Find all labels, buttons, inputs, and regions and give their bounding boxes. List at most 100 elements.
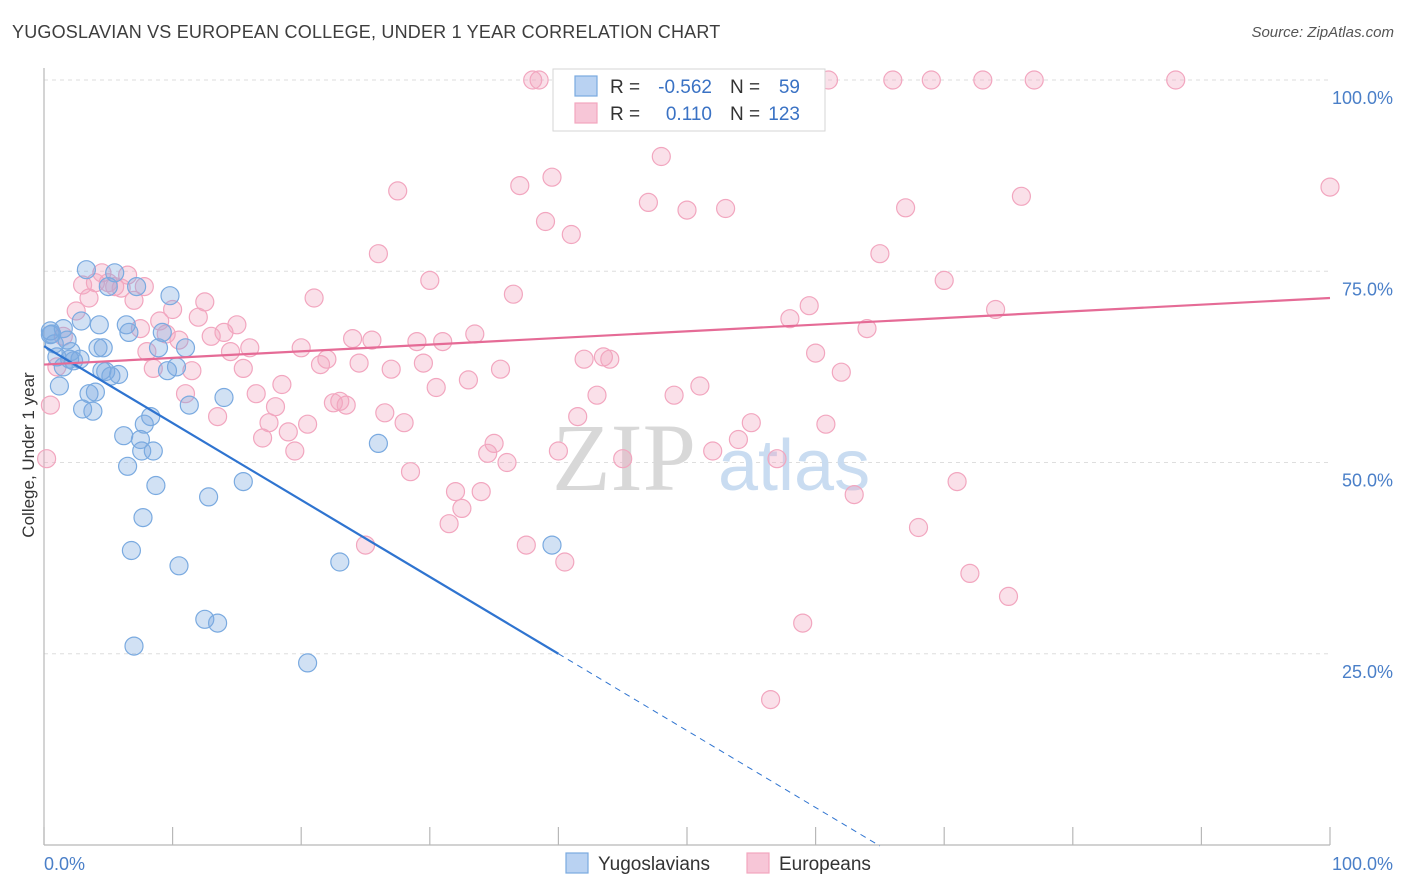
- y-tick-label-75: 75.0%: [1342, 279, 1393, 299]
- european-point: [317, 349, 337, 369]
- legend-n-value-2: 123: [768, 104, 800, 125]
- yugoslavian-point: [199, 487, 219, 507]
- european-point: [542, 167, 562, 187]
- european-point: [433, 332, 453, 352]
- european-point: [182, 361, 202, 381]
- european-point: [130, 319, 150, 339]
- yugoslavian-point: [166, 357, 187, 377]
- bottom-legend-swatch-yugoslavians: [565, 852, 589, 874]
- european-point: [336, 395, 356, 415]
- european-point: [561, 224, 581, 245]
- yugoslavian-point: [169, 556, 189, 576]
- yugoslavian-point: [121, 540, 141, 561]
- legend-swatch-europeans: [574, 102, 598, 124]
- yugoslavian-point: [76, 260, 97, 280]
- yugoslavian-point: [130, 429, 150, 450]
- yugoslavian-trend-line: [43, 345, 559, 655]
- european-point: [471, 482, 491, 502]
- european-point: [343, 329, 363, 349]
- european-point: [1166, 70, 1186, 90]
- european-point: [857, 319, 877, 339]
- european-trend-line: [43, 296, 1331, 366]
- european-point: [240, 338, 260, 358]
- yugoslavian-point: [89, 315, 109, 335]
- european-point: [998, 586, 1019, 607]
- y-tick-label-50: 50.0%: [1342, 471, 1393, 491]
- european-point: [278, 422, 298, 442]
- yugoslavian-point: [127, 277, 147, 297]
- european-point: [1011, 186, 1032, 206]
- yugoslavian-point: [214, 387, 234, 408]
- european-point: [799, 296, 819, 316]
- european-point: [1320, 177, 1340, 197]
- european-point: [651, 146, 671, 167]
- european-point: [484, 433, 504, 453]
- european-point: [516, 535, 536, 555]
- european-point: [960, 563, 980, 584]
- european-point: [298, 414, 318, 434]
- legend-n-label-2: N =: [730, 104, 760, 125]
- european-point: [1024, 70, 1044, 90]
- legend-r-value-2: 0.110: [666, 104, 712, 125]
- yugoslavian-point: [330, 552, 350, 572]
- yugoslavian-point: [53, 319, 73, 339]
- european-point: [208, 407, 228, 427]
- european-point: [677, 200, 697, 220]
- yugoslavian-point: [93, 338, 113, 358]
- yugoslavian-point: [105, 263, 125, 283]
- european-point: [201, 326, 221, 346]
- european-point: [445, 482, 466, 502]
- yugoslavian-point: [133, 507, 153, 528]
- european-point: [105, 277, 125, 297]
- european-point: [169, 330, 189, 350]
- european-point: [780, 309, 800, 329]
- european-point: [304, 288, 324, 308]
- european-point: [908, 517, 929, 538]
- european-point: [381, 359, 401, 379]
- european-point: [40, 395, 61, 415]
- european-point: [452, 498, 472, 518]
- european-point: [555, 552, 575, 572]
- trend-lines: [43, 296, 1331, 847]
- european-point: [272, 374, 292, 395]
- european-point: [134, 277, 154, 297]
- yugoslavian-point: [72, 399, 93, 419]
- european-point: [947, 472, 967, 492]
- european-point: [375, 403, 395, 423]
- yugoslavian-point: [143, 441, 163, 461]
- yugoslavian-point: [195, 609, 215, 629]
- yugoslavian-point: [368, 433, 388, 453]
- european-point: [548, 441, 569, 461]
- yugoslavian-point: [114, 426, 134, 446]
- european-point: [220, 342, 241, 362]
- european-point: [510, 176, 530, 196]
- european-point: [523, 70, 543, 90]
- european-point: [805, 343, 826, 363]
- legend-r-value-1: -0.562: [658, 77, 712, 98]
- european-point: [420, 270, 440, 290]
- european-point: [529, 70, 549, 90]
- european-point: [568, 407, 588, 427]
- europeans-points: [36, 70, 1340, 710]
- y-tick-label-25: 25.0%: [1342, 662, 1393, 682]
- yugoslavian-point: [298, 653, 318, 673]
- european-point: [265, 397, 286, 417]
- european-point: [310, 355, 331, 375]
- yugoslavian-point: [61, 342, 81, 362]
- yugoslavian-point: [57, 330, 77, 350]
- yugoslavian-point: [148, 338, 169, 358]
- watermark-atlas: atlas: [718, 426, 870, 506]
- european-point: [195, 292, 215, 312]
- european-point: [497, 452, 517, 473]
- yugoslavians-points: [40, 260, 562, 673]
- european-point: [503, 284, 524, 304]
- european-point: [741, 413, 761, 433]
- y-axis-label: College, Under 1 year: [19, 372, 38, 538]
- legend-n-value-1: 59: [779, 77, 800, 98]
- european-point: [413, 353, 433, 373]
- watermark-zip: ZIP: [552, 404, 696, 511]
- stats-legend: R = -0.562 N = 59 R = 0.110 N = 123: [552, 68, 826, 132]
- yugoslavian-point: [160, 286, 180, 306]
- legend-r-label-2: R =: [610, 104, 640, 125]
